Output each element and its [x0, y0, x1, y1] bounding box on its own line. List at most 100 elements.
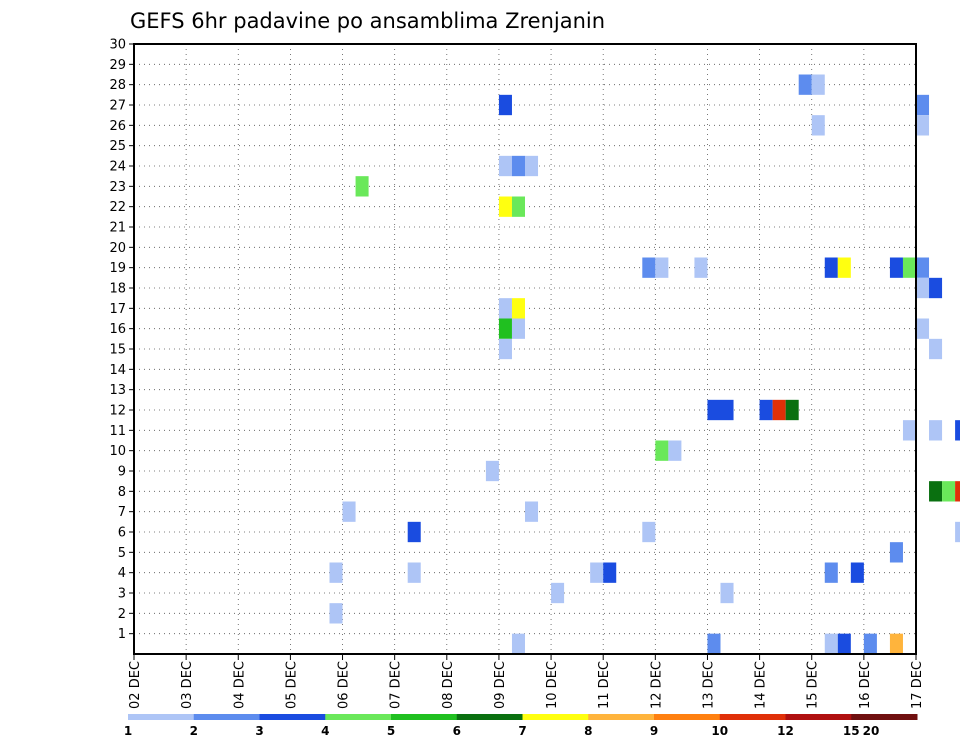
colorbar-segment: [128, 714, 195, 720]
colorbar-segment: [785, 714, 852, 720]
precip-cell: [916, 257, 930, 278]
precip-cell: [929, 338, 943, 360]
precip-cell: [668, 440, 682, 461]
colorbar-segment: [391, 714, 458, 720]
precip-cell: [707, 399, 721, 421]
precip-cell: [498, 318, 512, 339]
x-axis: 02 DEC 03 DEC 04 DEC 05 DEC 06 DEC 07 DEC 08 D…: [128, 654, 925, 709]
precip-cell: [511, 633, 525, 654]
precip-cell: [824, 562, 838, 583]
y-tick-label: 4: [118, 566, 126, 581]
colorbar-segment: [654, 714, 721, 720]
precip-cell: [811, 115, 825, 136]
colorbar-label: 8: [584, 724, 592, 738]
precip-cell: [525, 501, 539, 522]
precip-cell: [511, 298, 525, 319]
precip-cell: [785, 399, 799, 421]
precip-cell: [889, 257, 903, 278]
data-cells: [329, 74, 960, 654]
precip-cell: [642, 521, 656, 543]
precip-cell: [407, 521, 421, 543]
colorbar-label: 15: [843, 724, 860, 738]
x-tick-label: 16 DEC: [858, 661, 873, 709]
precip-cell: [655, 257, 669, 278]
y-tick-label: 6: [118, 526, 126, 541]
colorbar-label: 7: [518, 724, 526, 738]
y-tick-label: 11: [109, 424, 126, 439]
precip-cell: [955, 481, 960, 502]
colorbar-segment: [851, 714, 918, 720]
y-tick-label: 28: [109, 78, 126, 93]
precip-cell: [916, 94, 930, 116]
precip-cell: [955, 420, 960, 441]
y-axis: 1234567891011121314151617181920212223242…: [109, 38, 134, 642]
x-tick-label: 15 DEC: [806, 661, 821, 709]
precip-cell: [498, 196, 512, 217]
precip-cell: [355, 176, 369, 197]
colorbar-segment: [193, 714, 260, 720]
precip-cell: [916, 115, 930, 136]
x-tick-label: 09 DEC: [493, 661, 508, 709]
y-tick-label: 29: [109, 58, 126, 73]
precip-cell: [955, 521, 960, 543]
x-tick-label: 06 DEC: [337, 661, 352, 709]
precip-cell: [498, 94, 512, 116]
y-tick-label: 14: [109, 363, 126, 378]
y-tick-label: 18: [109, 282, 126, 297]
colorbar-segment: [325, 714, 392, 720]
precip-cell: [511, 318, 525, 339]
precip-cell: [929, 277, 943, 299]
precip-cell: [929, 481, 943, 502]
precip-cell: [720, 582, 734, 604]
colorbar-label: 1: [124, 724, 132, 738]
colorbar-segment: [259, 714, 326, 720]
precip-cell: [720, 399, 734, 421]
y-tick-label: 30: [109, 38, 126, 53]
precip-cell: [850, 562, 864, 583]
precip-cell: [590, 562, 604, 583]
colorbar-label: 12: [777, 724, 794, 738]
precip-cell: [498, 298, 512, 319]
precip-cell: [824, 633, 838, 654]
y-tick-label: 23: [109, 180, 126, 195]
precip-cell: [694, 257, 708, 278]
y-tick-label: 8: [118, 485, 126, 500]
precip-cell: [837, 633, 851, 654]
y-tick-label: 26: [109, 119, 126, 134]
chart-title: GEFS 6hr padavine po ansamblima Zrenjani…: [130, 9, 605, 33]
precip-cell: [902, 257, 916, 278]
precip-cell: [759, 399, 773, 421]
y-tick-label: 10: [109, 444, 126, 459]
x-tick-label: 05 DEC: [284, 661, 299, 709]
y-tick-label: 21: [109, 221, 126, 236]
precip-cell: [902, 420, 916, 441]
colorbar-legend: 1 2 3 4 5 6 7 8 9 10 12 15 20: [124, 714, 918, 738]
precip-cell: [329, 603, 343, 624]
x-tick-label: 07 DEC: [389, 661, 404, 709]
y-tick-label: 3: [118, 587, 126, 602]
x-tick-label: 02 DEC: [128, 661, 143, 709]
y-tick-label: 19: [109, 261, 126, 276]
colorbar-label: 6: [453, 724, 461, 738]
x-tick-label: 08 DEC: [441, 661, 456, 709]
precip-cell: [916, 277, 930, 299]
x-tick-label: 17 DEC: [910, 661, 925, 709]
x-tick-label: 12 DEC: [649, 661, 664, 709]
colorbar-label: 10: [711, 724, 728, 738]
precip-cell: [407, 562, 421, 583]
y-tick-label: 25: [109, 139, 126, 154]
y-tick-label: 13: [109, 383, 126, 398]
y-tick-label: 20: [109, 241, 126, 256]
precip-cell: [863, 633, 877, 654]
precip-cell: [707, 633, 721, 654]
colorbar-label: 5: [387, 724, 395, 738]
precip-cell: [837, 257, 851, 278]
precip-cell: [929, 420, 943, 441]
precip-cell: [603, 562, 617, 583]
precip-cell: [342, 501, 356, 522]
precip-cell: [498, 338, 512, 360]
precip-cell: [511, 155, 525, 177]
precip-cell: [485, 460, 499, 482]
y-tick-label: 2: [118, 607, 126, 622]
y-tick-label: 27: [109, 99, 126, 114]
